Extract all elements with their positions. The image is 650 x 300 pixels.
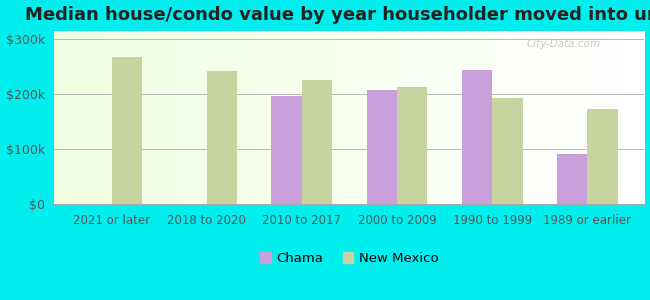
- Legend: Chama, New Mexico: Chama, New Mexico: [255, 247, 444, 270]
- Bar: [207, 71, 237, 204]
- Bar: [397, 87, 428, 204]
- Bar: [272, 96, 302, 204]
- Bar: [492, 98, 523, 204]
- Bar: [557, 154, 588, 204]
- Bar: [302, 80, 332, 204]
- Bar: [367, 90, 397, 204]
- Bar: [112, 56, 142, 204]
- Text: City-Data.com: City-Data.com: [526, 39, 601, 49]
- Title: Median house/condo value by year householder moved into unit: Median house/condo value by year househo…: [25, 6, 650, 24]
- Bar: [462, 70, 492, 204]
- Bar: [588, 110, 618, 204]
